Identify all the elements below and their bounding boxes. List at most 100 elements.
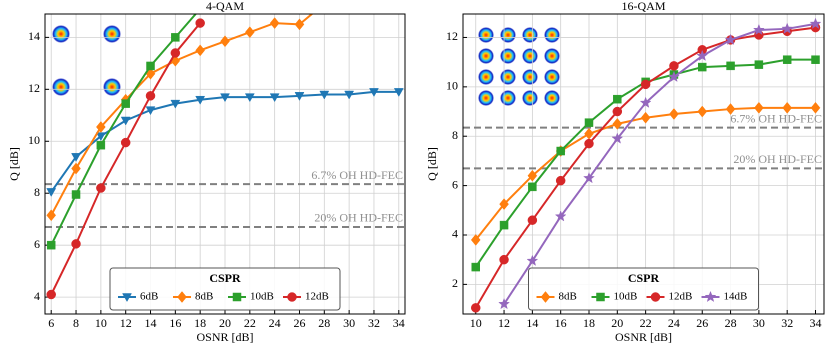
marker: [782, 101, 793, 114]
y-tick-label: 2: [452, 276, 458, 290]
x-axis-label: OSNR [dB]: [615, 330, 672, 344]
marker: [220, 35, 230, 48]
marker: [122, 293, 132, 303]
marker: [596, 292, 605, 302]
marker: [471, 262, 480, 272]
x-tick-label: 14: [145, 316, 157, 330]
marker: [269, 93, 280, 103]
axes-frame: [44, 13, 406, 315]
reference-label: 20% OH HD-FEC: [314, 211, 403, 225]
marker: [724, 33, 737, 45]
marker: [668, 70, 680, 82]
x-tick-label: 20: [219, 316, 231, 330]
x-tick-label: 8: [73, 316, 79, 330]
marker: [697, 105, 708, 118]
marker: [811, 55, 820, 64]
x-tick-label: 18: [194, 316, 206, 330]
x-tick-label: 28: [318, 316, 330, 330]
x-tick-label: 24: [668, 316, 680, 330]
x-tick-label: 6: [48, 316, 54, 330]
marker: [781, 22, 794, 34]
marker: [499, 254, 509, 265]
marker: [121, 99, 130, 108]
marker: [669, 108, 679, 120]
marker: [698, 62, 707, 72]
y-tick-label: 8: [452, 128, 458, 142]
marker: [640, 111, 651, 124]
legend-label: 8dB: [195, 291, 213, 303]
reference-label: 6.7% OH HD-FEC: [730, 111, 822, 125]
marker: [294, 92, 305, 101]
marker: [294, 18, 305, 31]
marker: [613, 94, 622, 104]
x-tick-label: 26: [696, 316, 708, 330]
x-tick-label: 22: [640, 316, 652, 330]
subplot: 6 8 10 12 14 16 18 20 22 24 26 28 30 32 344681012146.7…: [7, 0, 406, 344]
marker: [696, 49, 709, 62]
legend: CSPR 6dB 8dB 10dB 12dB: [109, 267, 341, 311]
marker: [177, 291, 187, 303]
marker: [244, 93, 255, 103]
x-tick-label: 18: [583, 316, 595, 330]
x-tick-label: 32: [781, 316, 793, 330]
marker: [639, 96, 652, 108]
marker: [612, 117, 623, 130]
marker: [96, 183, 106, 193]
marker: [555, 175, 566, 186]
x-tick-label: 30: [343, 316, 355, 330]
marker: [782, 55, 792, 64]
x-tick-label: 34: [810, 316, 822, 330]
y-tick-label: 14: [28, 29, 40, 43]
marker: [120, 116, 131, 126]
marker: [170, 99, 181, 109]
marker: [369, 88, 379, 97]
marker: [393, 88, 404, 97]
marker: [195, 18, 205, 28]
marker: [584, 138, 594, 149]
marker: [245, 26, 255, 39]
y-tick-label: 10: [446, 79, 458, 93]
marker: [583, 171, 595, 184]
marker: [499, 220, 509, 230]
x-tick-label: 32: [368, 316, 380, 330]
x-tick-label: 12: [120, 316, 132, 330]
marker: [540, 291, 551, 303]
marker: [96, 140, 106, 150]
legend-box: [528, 267, 759, 311]
x-tick-label: 30: [753, 316, 765, 330]
x-tick-label: 22: [244, 316, 256, 330]
marker: [145, 91, 156, 101]
y-tick-label: 12: [446, 29, 458, 43]
marker: [554, 210, 567, 222]
marker: [71, 239, 81, 249]
plot-area: [470, 17, 822, 313]
y-tick-label: 6: [452, 177, 458, 191]
marker: [754, 101, 764, 114]
marker: [752, 23, 765, 36]
marker: [96, 121, 106, 133]
marker: [584, 118, 594, 127]
legend-title: CSPR: [209, 271, 241, 285]
marker: [498, 297, 510, 310]
constellation-16qam: [478, 27, 560, 106]
y-tick-label: 12: [28, 81, 40, 95]
marker: [612, 106, 623, 117]
y-tick-label: 4: [34, 289, 40, 303]
x-tick-label: 12: [498, 316, 510, 330]
legend-label: 10dB: [614, 291, 638, 303]
marker: [470, 303, 481, 313]
marker: [145, 106, 156, 116]
marker: [499, 198, 509, 211]
marker: [196, 5, 204, 13]
x-tick-label: 10: [95, 316, 107, 330]
marker: [725, 103, 736, 115]
marker: [170, 48, 181, 58]
constellation-4qam: [52, 25, 121, 96]
marker: [809, 17, 822, 29]
y-tick-label: 8: [34, 185, 40, 199]
x-tick-label: 24: [269, 316, 281, 330]
marker: [526, 254, 539, 266]
marker: [584, 127, 594, 140]
